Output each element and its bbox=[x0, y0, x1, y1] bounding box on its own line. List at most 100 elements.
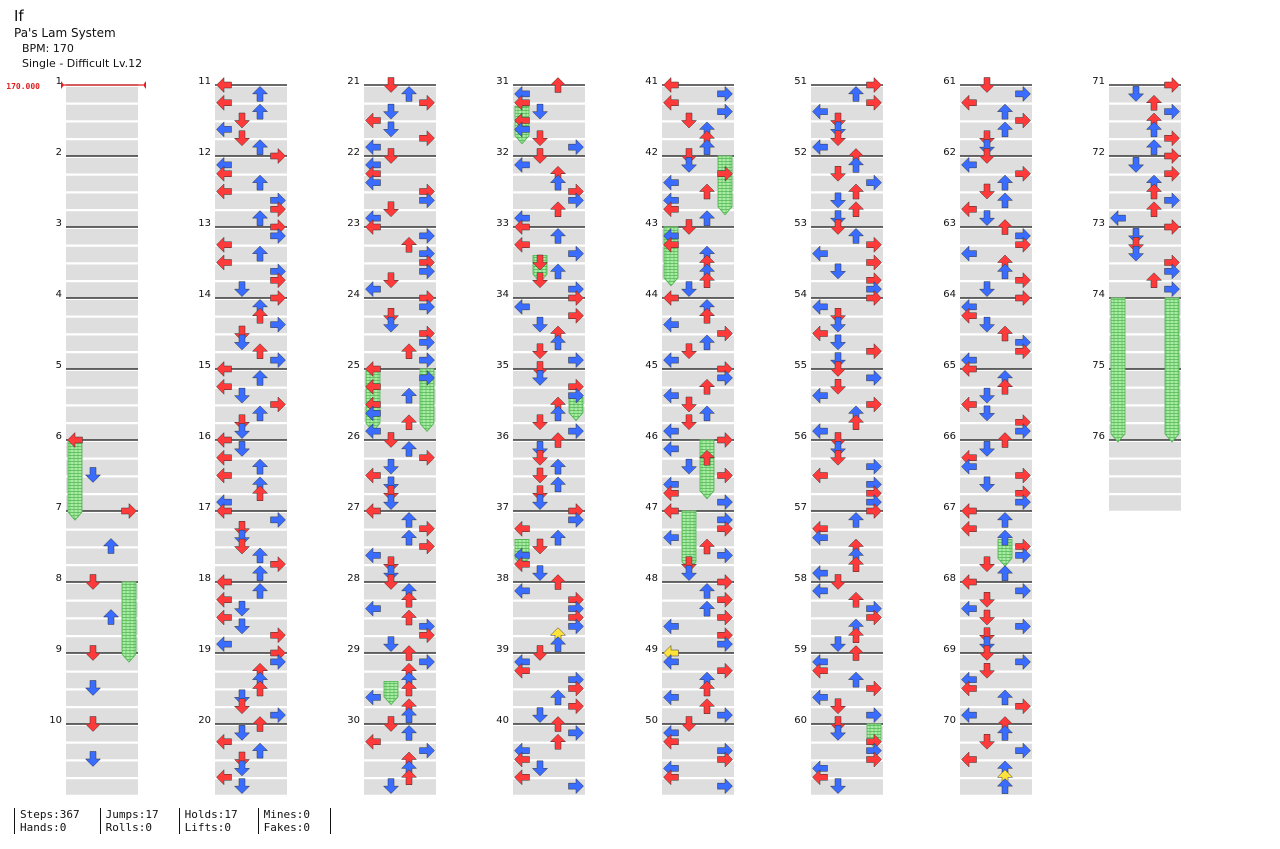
arrow-left-icon bbox=[514, 582, 530, 599]
arrow-right-icon bbox=[866, 343, 882, 360]
arrow-left-icon bbox=[514, 218, 530, 236]
arrow-down-icon bbox=[84, 645, 102, 661]
arrow-right-icon bbox=[1015, 494, 1031, 511]
arrow-left-icon bbox=[216, 431, 232, 449]
arrow-up-icon bbox=[698, 680, 716, 697]
arrow-down-icon bbox=[978, 183, 996, 200]
arrow-right-icon bbox=[419, 192, 435, 209]
arrow-up-icon bbox=[847, 556, 865, 572]
arrow-down-icon bbox=[233, 325, 251, 342]
measure-number: 17 bbox=[198, 502, 211, 513]
measure-number: 24 bbox=[347, 289, 360, 300]
arrow-down-icon bbox=[829, 121, 847, 138]
arrow-down-icon bbox=[233, 281, 251, 297]
arrow-down-icon bbox=[978, 148, 996, 164]
arrow-down-icon bbox=[531, 316, 549, 333]
arrow-up-icon bbox=[698, 183, 716, 200]
arrow-up-icon bbox=[549, 458, 567, 475]
arrow-left-icon bbox=[961, 396, 977, 413]
measure-number: 72 bbox=[1092, 147, 1105, 158]
arrow-down-icon bbox=[531, 450, 549, 466]
measure-number: 10 bbox=[49, 715, 62, 726]
arrow-down-icon bbox=[382, 485, 400, 502]
arrow-up-icon bbox=[251, 547, 269, 564]
arrow-left-icon bbox=[812, 769, 828, 786]
measure-number: 25 bbox=[347, 360, 360, 371]
measure-number: 53 bbox=[794, 218, 807, 229]
arrow-down-icon bbox=[382, 201, 400, 218]
arrow-right-icon bbox=[717, 165, 733, 182]
arrow-down-icon bbox=[382, 716, 400, 732]
arrow-down-icon bbox=[84, 716, 102, 732]
measure-number: 58 bbox=[794, 573, 807, 584]
arrow-up-icon bbox=[400, 609, 418, 626]
song-header: If Pa's Lam System BPM: 170 Single - Dif… bbox=[14, 6, 142, 71]
arrow-right-icon bbox=[270, 707, 286, 724]
measure-number: 4 bbox=[56, 289, 62, 300]
arrow-right-icon bbox=[419, 369, 435, 386]
measure-number: 41 bbox=[645, 76, 658, 87]
arrow-right-icon bbox=[717, 591, 733, 608]
arrow-down-icon bbox=[978, 476, 996, 493]
arrow-right-icon bbox=[1164, 165, 1180, 182]
arrow-down-icon bbox=[382, 121, 400, 138]
arrow-right-icon bbox=[419, 627, 435, 644]
arrow-right-icon bbox=[866, 751, 882, 768]
arrow-down-icon bbox=[531, 130, 549, 147]
arrow-down-icon bbox=[531, 361, 549, 377]
stat-value: Fakes:0 bbox=[263, 821, 310, 834]
arrow-up-icon bbox=[251, 680, 269, 697]
arrow-down-icon bbox=[382, 272, 400, 289]
measure-number: 71 bbox=[1092, 76, 1105, 87]
measure-number: 33 bbox=[496, 218, 509, 229]
arrow-right-icon bbox=[419, 334, 435, 351]
arrow-down-icon bbox=[829, 166, 847, 182]
arrow-down-icon bbox=[978, 210, 996, 226]
arrow-left-icon bbox=[514, 298, 530, 315]
arrow-up-icon bbox=[847, 201, 865, 217]
arrow-right-icon bbox=[1164, 76, 1180, 94]
arrow-down-icon bbox=[829, 778, 847, 794]
arrow-left-icon bbox=[216, 467, 232, 484]
arrow-left-icon bbox=[961, 680, 977, 697]
arrow-right-icon bbox=[270, 201, 286, 218]
arrow-right-icon bbox=[866, 458, 882, 475]
arrow-right-icon bbox=[1164, 147, 1180, 165]
arrow-down-icon bbox=[680, 396, 698, 413]
arrow-down-icon bbox=[382, 565, 400, 581]
arrow-left-icon bbox=[514, 751, 530, 768]
arrow-right-icon bbox=[866, 174, 882, 191]
measure-number: 5 bbox=[56, 360, 62, 371]
arrow-left-icon bbox=[514, 121, 530, 138]
arrow-right-icon bbox=[866, 396, 882, 413]
arrow-right-icon bbox=[717, 707, 733, 724]
measure-number: 14 bbox=[198, 289, 211, 300]
measure-number: 39 bbox=[496, 644, 509, 655]
arrow-up-icon bbox=[549, 636, 567, 652]
arrow-right-icon bbox=[568, 511, 584, 528]
measure-number: 51 bbox=[794, 76, 807, 87]
arrow-left-icon bbox=[961, 94, 977, 111]
arrow-down-icon bbox=[531, 254, 549, 271]
arrow-down-icon bbox=[829, 192, 847, 209]
stat-value: Rolls:0 bbox=[105, 821, 152, 834]
measure-number: 7 bbox=[56, 502, 62, 513]
measure-number: 16 bbox=[198, 431, 211, 442]
measure-number: 32 bbox=[496, 147, 509, 158]
arrow-right-icon bbox=[419, 520, 435, 537]
stats-panel: Steps:367 Hands:0 Jumps:17 Rolls:0 Holds:17 L… bbox=[14, 808, 331, 834]
arrow-left-icon bbox=[812, 298, 828, 315]
bpm-marker-end bbox=[143, 81, 146, 89]
arrow-down-icon bbox=[233, 618, 251, 635]
measure-number: 38 bbox=[496, 573, 509, 584]
arrow-left-icon bbox=[961, 245, 977, 262]
arrow-left-icon bbox=[365, 423, 381, 440]
arrow-right-icon bbox=[568, 245, 584, 262]
measure-number: 62 bbox=[943, 147, 956, 158]
arrow-down-icon bbox=[978, 441, 996, 457]
arrow-down-icon bbox=[233, 778, 251, 794]
bpm-marker-start bbox=[61, 81, 64, 89]
arrow-up-icon bbox=[698, 210, 716, 226]
arrow-right-icon bbox=[270, 511, 286, 528]
arrow-left-icon bbox=[216, 502, 232, 520]
